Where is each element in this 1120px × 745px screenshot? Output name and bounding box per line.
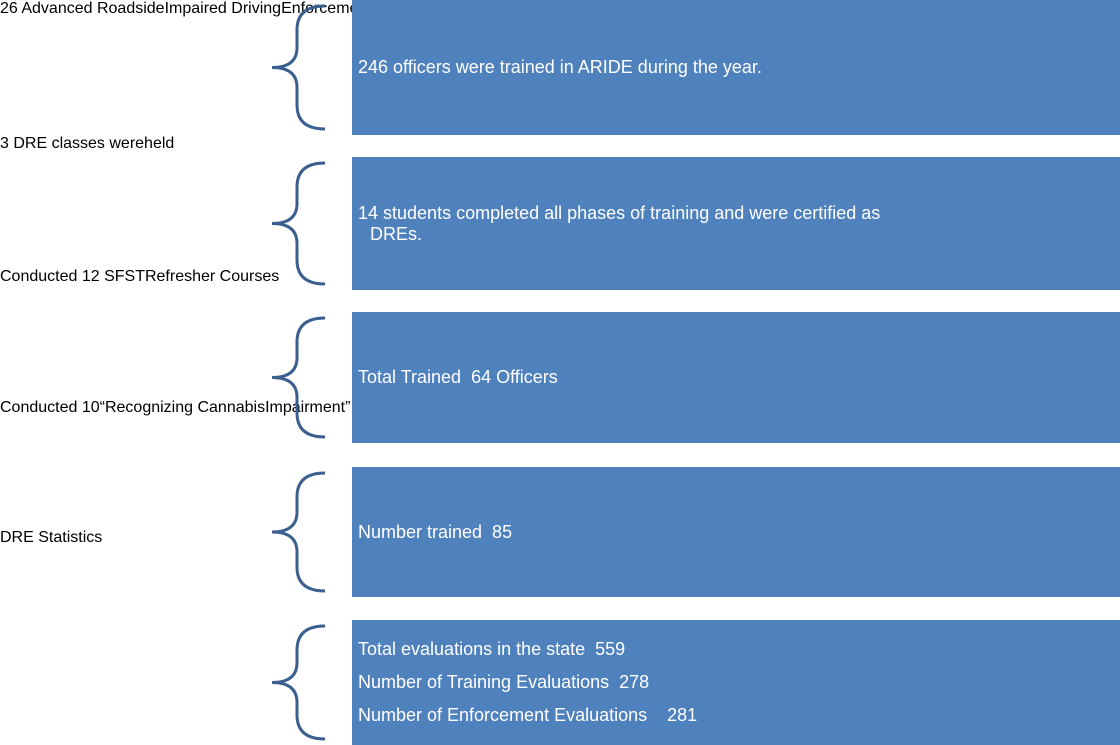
brace <box>271 471 326 593</box>
detail-box: Total Trained 64 Officers <box>352 312 1120 443</box>
label-line: Conducted 12 SFST <box>0 268 145 285</box>
label-line: 3 DRE classes were <box>0 135 145 152</box>
label-line: 26 Advanced Roadside <box>0 0 165 17</box>
label-line: Impaired Driving <box>164 0 282 17</box>
label-line: Conducted 10 <box>0 399 100 416</box>
detail-line: DREs. <box>370 223 423 244</box>
detail-line: Total Trained 64 Officers <box>358 367 558 387</box>
detail-line: Number of Enforcement Evaluations 281 <box>358 705 698 725</box>
detail-box: Number trained 85 <box>352 467 1120 597</box>
row-label: DRE Statistics <box>0 529 1120 654</box>
detail-line: Number of Training Evaluations 278 <box>358 672 650 692</box>
detail-line: Number trained 85 <box>358 521 513 542</box>
brace <box>271 161 326 286</box>
detail-box: 246 officers were trained in ARIDE durin… <box>352 0 1120 135</box>
detail-line: 14 students completed all phases of trai… <box>358 202 881 223</box>
brace <box>271 624 326 741</box>
brace <box>271 4 326 131</box>
detail-box: Total evaluations in the state 559 Number… <box>352 620 1120 745</box>
label-line: “Recognizing Cannabis <box>99 399 266 416</box>
label-line: Refresher Courses <box>144 268 280 285</box>
detail-line: Total evaluations in the state 559 <box>358 639 626 659</box>
label-line: DRE Statistics <box>0 529 103 546</box>
detail-box: 14 students completed all phases of trai… <box>352 157 1120 290</box>
row-label: Conducted 12 SFSTRefresher Courses <box>0 268 1120 399</box>
label-line: held <box>144 135 175 152</box>
brace <box>271 316 326 439</box>
row-label: 3 DRE classes wereheld <box>0 135 1120 268</box>
detail-line: 246 officers were trained in ARIDE durin… <box>358 57 762 77</box>
